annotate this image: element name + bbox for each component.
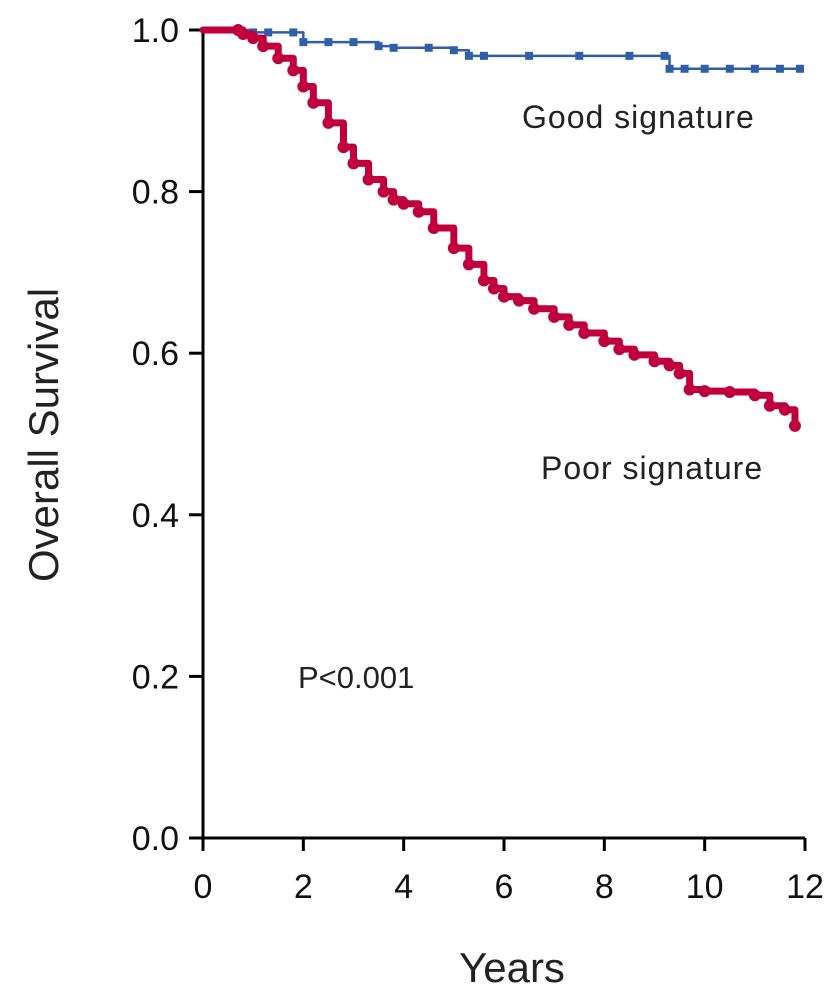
- good-signature-point: [525, 51, 534, 60]
- poor-signature-point: [778, 403, 791, 416]
- poor-signature-point: [307, 96, 320, 109]
- poor-signature-point: [297, 80, 310, 93]
- good-signature-point: [660, 51, 669, 60]
- x-tick-label: 2: [294, 868, 313, 906]
- poor-signature-point: [548, 310, 561, 323]
- good-signature-point: [289, 28, 298, 37]
- y-tick-label: 1.0: [132, 12, 179, 50]
- poor-signature-point: [377, 185, 390, 198]
- p-value-annotation: P<0.001: [298, 660, 414, 695]
- x-tick-label: 10: [686, 868, 724, 906]
- series-label-poor: Poor signature: [541, 450, 763, 486]
- poor-signature-point: [487, 282, 500, 295]
- x-tick-label: 8: [595, 868, 614, 906]
- good-signature-point: [349, 38, 358, 47]
- labels: Good signature Poor signature P<0.001 Ye…: [20, 99, 763, 987]
- poor-signature-point: [673, 367, 686, 380]
- poor-signature-point: [513, 294, 526, 307]
- y-tick-label: 0.4: [132, 497, 179, 535]
- x-tick-label: 6: [495, 868, 514, 906]
- poor-signature-curve: [199, 26, 799, 430]
- y-tick-label: 0.8: [132, 174, 179, 212]
- axes: 0 2 4 6 8 10 12 0.0 0.2 0.4 0.6 0.8 1.0: [132, 12, 824, 906]
- y-tick-label: 0.6: [132, 335, 179, 373]
- poor-signature-point: [347, 157, 360, 170]
- good-signature-point: [625, 51, 634, 60]
- poor-signature-point: [648, 355, 661, 368]
- poor-signature-point: [663, 359, 676, 372]
- poor-signature-point: [247, 32, 260, 45]
- poor-signature-point: [237, 28, 250, 41]
- good-signature-point: [680, 64, 689, 73]
- poor-signature-point: [447, 242, 460, 255]
- good-signature-point: [750, 64, 759, 73]
- poor-signature-point: [598, 335, 611, 348]
- poor-signature-point: [498, 290, 510, 303]
- poor-signature-point: [698, 385, 711, 398]
- series-label-good: Good signature: [522, 99, 755, 135]
- y-tick-label: 0.0: [132, 820, 179, 858]
- poor-signature-point: [748, 389, 761, 402]
- good-signature-point: [374, 42, 383, 51]
- poor-signature-point: [287, 64, 300, 77]
- poor-signature-point: [477, 274, 490, 287]
- good-signature-point: [464, 51, 473, 60]
- poor-signature-point: [337, 141, 350, 154]
- good-signature-point: [665, 64, 674, 73]
- y-axis-title: Overall Survival: [20, 288, 67, 582]
- poor-signature-point: [362, 173, 375, 186]
- x-tick-label: 12: [786, 868, 824, 906]
- x-tick-label: 4: [394, 868, 413, 906]
- good-signature-point: [575, 51, 584, 60]
- good-signature-point: [795, 64, 804, 73]
- good-signature-point: [775, 64, 784, 73]
- good-signature-point: [449, 46, 458, 55]
- good-signature-point: [389, 43, 398, 52]
- good-signature-point: [424, 43, 433, 52]
- y-tick-label: 0.2: [132, 658, 179, 696]
- poor-signature-point: [397, 197, 410, 210]
- poor-signature-point: [723, 385, 736, 398]
- poor-signature-point: [683, 383, 696, 396]
- poor-signature-point: [412, 205, 425, 218]
- good-signature-point: [725, 64, 734, 73]
- poor-signature-point: [257, 40, 270, 53]
- x-axis-title: Years: [459, 944, 565, 987]
- good-signature-point: [264, 28, 273, 37]
- good-signature-point: [324, 38, 333, 47]
- poor-signature-point: [763, 399, 776, 412]
- poor-signature-point: [578, 327, 591, 339]
- poor-signature-point: [387, 193, 400, 206]
- poor-signature-point: [462, 258, 475, 271]
- x-tick-label: 0: [194, 868, 213, 906]
- good-signature-point: [700, 64, 709, 73]
- poor-signature-point: [563, 318, 576, 331]
- poor-signature-point: [628, 348, 641, 361]
- series-layer: [199, 24, 804, 432]
- poor-signature-point: [272, 52, 285, 65]
- good-signature-point: [479, 51, 488, 60]
- poor-signature-point: [613, 343, 626, 356]
- good-signature-point: [299, 38, 308, 47]
- poor-signature-point: [427, 221, 440, 234]
- poor-signature-point: [788, 419, 801, 432]
- poor-signature-point: [528, 302, 541, 315]
- poor-signature-point: [322, 116, 335, 129]
